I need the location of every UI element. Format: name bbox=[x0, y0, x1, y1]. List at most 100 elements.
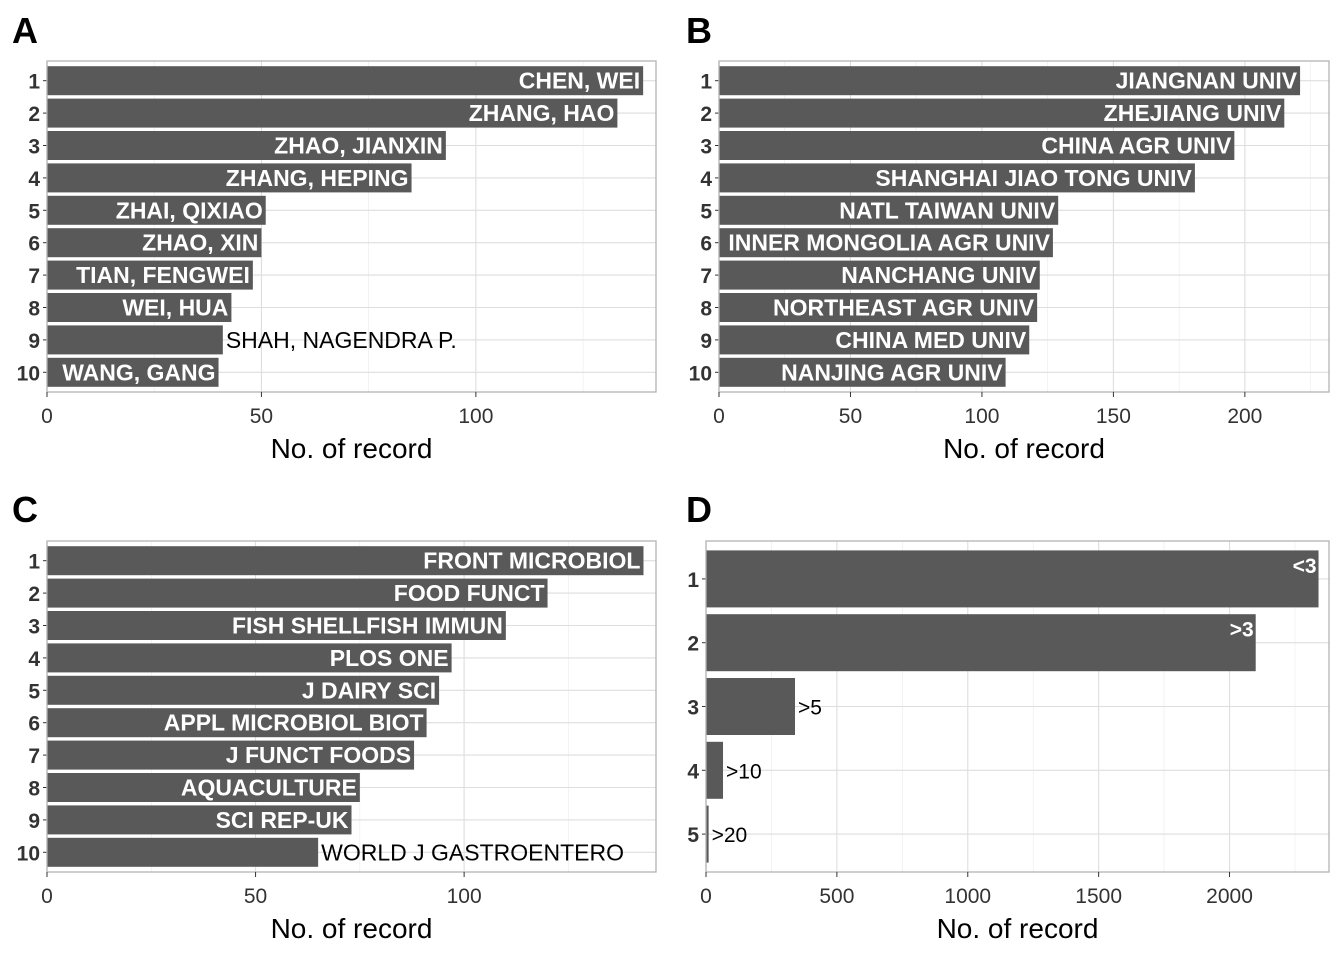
y-tick-label: 1 bbox=[28, 551, 40, 574]
x-tick-label: 100 bbox=[447, 885, 482, 908]
x-tick-label: 50 bbox=[839, 405, 862, 428]
bar bbox=[47, 163, 412, 193]
bar-label: WEI, HUA bbox=[122, 295, 228, 321]
bar-label: >3 bbox=[1230, 619, 1254, 642]
bar-label: CHINA AGR UNIV bbox=[1041, 133, 1232, 159]
x-tick-label: 200 bbox=[1227, 405, 1262, 428]
x-tick-label: 0 bbox=[41, 885, 53, 908]
bar bbox=[47, 708, 427, 738]
x-axis-title: No. of record bbox=[271, 913, 433, 944]
bar-label: >10 bbox=[726, 760, 762, 783]
y-tick-label: 7 bbox=[28, 265, 40, 288]
y-tick-label: 6 bbox=[700, 233, 712, 256]
bar-label: INNER MONGOLIA AGR UNIV bbox=[728, 230, 1050, 256]
bar-label: ZHANG, HEPING bbox=[226, 165, 409, 191]
x-tick-label: 150 bbox=[1096, 405, 1131, 428]
y-tick-label: 1 bbox=[687, 569, 699, 592]
bar bbox=[706, 805, 709, 863]
bar bbox=[47, 260, 253, 290]
y-tick-label: 10 bbox=[17, 842, 40, 865]
bar bbox=[719, 260, 1040, 290]
y-tick-label: 3 bbox=[700, 136, 712, 159]
y-tick-label: 9 bbox=[28, 330, 40, 353]
bar bbox=[47, 675, 440, 705]
y-tick-label: 4 bbox=[28, 648, 40, 671]
x-tick-label: 0 bbox=[713, 405, 725, 428]
x-tick-label: 1000 bbox=[944, 885, 991, 908]
bar-label: ZHANG, HAO bbox=[469, 100, 615, 126]
x-tick-label: 50 bbox=[250, 405, 273, 428]
y-tick-label: 4 bbox=[700, 168, 712, 191]
y-tick-label: 2 bbox=[28, 583, 40, 606]
y-tick-label: 1 bbox=[28, 71, 40, 94]
y-tick-label: 5 bbox=[28, 680, 40, 703]
y-tick-label: 3 bbox=[28, 616, 40, 639]
bar-label: NORTHEAST AGR UNIV bbox=[773, 295, 1035, 321]
bar bbox=[47, 643, 452, 673]
bar-label: WORLD J GASTROENTERO bbox=[321, 839, 624, 865]
panel-border bbox=[46, 60, 657, 393]
bar bbox=[719, 131, 1235, 160]
bar bbox=[719, 98, 1285, 128]
chart-panel-b: B JIANGNAN UNIV 1 ZHEJIANG UNIV 2 CHINA AGR U… bbox=[686, 10, 1330, 464]
bar-label: CHEN, WEI bbox=[519, 68, 640, 94]
bar-label: ZHAO, JIANXIN bbox=[274, 133, 443, 159]
x-tick-label: 1500 bbox=[1075, 885, 1122, 908]
bar bbox=[719, 195, 1059, 225]
bar-label: SCI REP-UK bbox=[216, 807, 349, 833]
bar bbox=[719, 293, 1038, 322]
x-tick-label: 100 bbox=[964, 405, 999, 428]
y-tick-label: 9 bbox=[700, 330, 712, 353]
y-tick-label: 7 bbox=[28, 745, 40, 768]
y-tick-label: 10 bbox=[689, 362, 712, 385]
y-tick-label: 10 bbox=[17, 362, 40, 385]
chart-panel-c: C FRONT MICROBIOL 1 FOOD FUNCT 2 FISH SHELLFI… bbox=[12, 489, 657, 944]
y-tick-label: 4 bbox=[28, 168, 40, 191]
panel-border bbox=[718, 60, 1330, 393]
panel-border bbox=[46, 540, 657, 873]
y-tick-label: 2 bbox=[687, 633, 699, 656]
x-axis-title: No. of record bbox=[937, 913, 1099, 944]
bar-label: ZHAO, XIN bbox=[142, 230, 258, 256]
bar bbox=[47, 546, 644, 576]
x-tick-label: 50 bbox=[244, 885, 267, 908]
bar bbox=[47, 195, 266, 225]
y-tick-label: 8 bbox=[28, 778, 40, 801]
bar bbox=[47, 131, 446, 160]
bar bbox=[47, 773, 360, 802]
y-tick-label: 6 bbox=[28, 713, 40, 736]
bar bbox=[719, 163, 1195, 193]
bar-label: AQUACULTURE bbox=[181, 775, 357, 801]
bar-label: FISH SHELLFISH IMMUN bbox=[232, 613, 503, 639]
panel-letter: D bbox=[686, 489, 712, 530]
y-tick-label: 8 bbox=[700, 298, 712, 321]
bar-label: FRONT MICROBIOL bbox=[423, 548, 640, 574]
y-tick-label: 5 bbox=[700, 200, 712, 223]
bar bbox=[706, 550, 1319, 608]
x-tick-label: 500 bbox=[819, 885, 854, 908]
bar-label: NANCHANG UNIV bbox=[841, 262, 1037, 288]
y-tick-label: 6 bbox=[28, 233, 40, 256]
bar-label: NATL TAIWAN UNIV bbox=[839, 197, 1056, 223]
x-tick-label: 2000 bbox=[1206, 885, 1253, 908]
bar bbox=[47, 578, 548, 608]
bar bbox=[47, 611, 506, 640]
bar-label: SHANGHAI JIAO TONG UNIV bbox=[875, 165, 1192, 191]
bar bbox=[706, 678, 795, 735]
x-tick-label: 0 bbox=[700, 885, 712, 908]
bar-label: WANG, GANG bbox=[62, 359, 215, 385]
panel-letter: A bbox=[12, 10, 38, 51]
bar-label: ZHEJIANG UNIV bbox=[1104, 100, 1282, 126]
y-tick-label: 3 bbox=[687, 697, 699, 720]
y-tick-label: 8 bbox=[28, 298, 40, 321]
bar bbox=[47, 805, 352, 835]
y-tick-label: 2 bbox=[700, 103, 712, 126]
bar-label: CHINA MED UNIV bbox=[835, 327, 1026, 353]
y-tick-label: 4 bbox=[687, 760, 699, 783]
panel-border bbox=[705, 540, 1330, 873]
bar-label: TIAN, FENGWEI bbox=[76, 262, 250, 288]
bar bbox=[706, 741, 724, 799]
bar-label: <3 bbox=[1293, 555, 1317, 578]
bar bbox=[719, 357, 1006, 387]
